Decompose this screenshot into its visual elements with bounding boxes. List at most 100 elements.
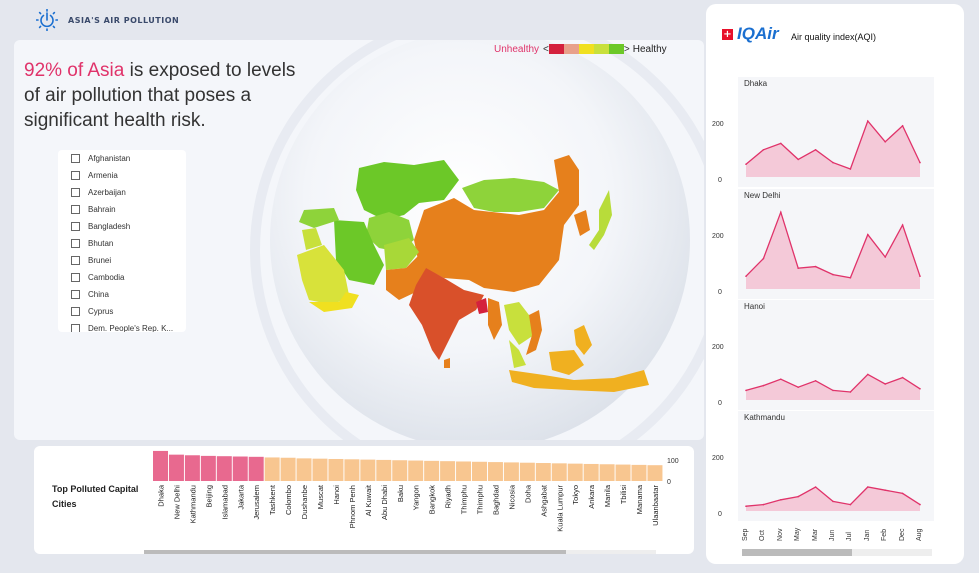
checkbox[interactable] [71, 171, 80, 180]
bar[interactable] [615, 464, 631, 481]
data-point[interactable] [814, 149, 817, 151]
data-point[interactable] [884, 256, 886, 258]
data-point[interactable] [814, 265, 817, 268]
country-item[interactable]: China [58, 286, 186, 303]
data-point[interactable] [867, 486, 869, 488]
data-point[interactable] [780, 142, 782, 145]
data-point[interactable] [832, 500, 834, 503]
checkbox[interactable] [71, 256, 80, 265]
bar[interactable] [392, 460, 408, 481]
asia-map[interactable] [14, 40, 704, 440]
country-item[interactable]: Bangladesh [58, 218, 186, 235]
data-point[interactable] [762, 384, 765, 387]
bar[interactable] [424, 460, 440, 481]
bar[interactable] [312, 458, 328, 481]
bar[interactable] [264, 457, 280, 481]
data-point[interactable] [814, 486, 817, 488]
country-item[interactable]: Dem. People's Rep. K... [58, 320, 186, 332]
data-point[interactable] [797, 495, 799, 498]
data-point[interactable] [884, 383, 886, 385]
scrollbar-thumb[interactable] [144, 550, 566, 554]
bar[interactable] [583, 463, 599, 481]
bar[interactable] [456, 461, 472, 481]
checkbox[interactable] [71, 188, 80, 197]
checkbox[interactable] [71, 307, 80, 316]
data-point[interactable] [797, 267, 799, 269]
data-point[interactable] [884, 141, 886, 143]
bar[interactable] [280, 457, 296, 481]
checkbox[interactable] [71, 324, 80, 332]
data-point[interactable] [901, 224, 904, 226]
country-filter-list[interactable]: Afghanistan Armenia Azerbaijan Bahrain B… [58, 150, 186, 332]
data-point[interactable] [762, 503, 765, 506]
country-item[interactable]: Azerbaijan [58, 184, 186, 201]
bar[interactable] [248, 456, 264, 481]
data-point[interactable] [745, 505, 747, 507]
data-point[interactable] [797, 158, 799, 161]
aqi-scrollbar[interactable] [742, 549, 932, 556]
bar[interactable] [232, 456, 248, 481]
data-point[interactable] [849, 277, 852, 279]
data-point[interactable] [832, 273, 834, 276]
bar[interactable] [376, 459, 392, 481]
data-point[interactable] [901, 125, 904, 127]
country-item[interactable]: Armenia [58, 167, 186, 184]
checkbox[interactable] [71, 273, 80, 282]
country-item[interactable]: Cyprus [58, 303, 186, 320]
bar[interactable] [296, 458, 312, 481]
bar[interactable] [519, 462, 535, 481]
data-point[interactable] [867, 373, 869, 376]
data-point[interactable] [797, 386, 799, 388]
data-point[interactable] [832, 389, 834, 392]
checkbox[interactable] [71, 239, 80, 248]
checkbox[interactable] [71, 205, 80, 214]
bar[interactable] [184, 455, 200, 481]
data-point[interactable] [814, 380, 817, 382]
checkbox[interactable] [71, 154, 80, 163]
country-item[interactable]: Afghanistan [58, 150, 186, 167]
data-point[interactable] [780, 378, 782, 380]
data-point[interactable] [884, 489, 886, 491]
bar[interactable] [344, 459, 360, 481]
data-point[interactable] [745, 275, 747, 277]
bar[interactable] [503, 462, 519, 481]
bar[interactable] [328, 458, 344, 481]
data-point[interactable] [762, 257, 765, 260]
country-item[interactable]: Bhutan [58, 235, 186, 252]
data-point[interactable] [762, 149, 765, 151]
bar[interactable] [535, 463, 551, 481]
data-point[interactable] [745, 389, 747, 392]
scrollbar-thumb[interactable] [742, 549, 852, 556]
country-item[interactable]: Bahrain [58, 201, 186, 218]
bar[interactable] [551, 463, 567, 481]
data-point[interactable] [832, 161, 834, 164]
bar[interactable] [153, 450, 168, 481]
checkbox[interactable] [71, 290, 80, 299]
data-point[interactable] [867, 120, 869, 122]
data-point[interactable] [780, 499, 782, 501]
bar[interactable] [408, 460, 424, 481]
data-point[interactable] [919, 275, 921, 277]
bar[interactable] [599, 464, 615, 481]
data-point[interactable] [919, 503, 921, 506]
bar[interactable] [168, 454, 184, 481]
bar[interactable] [472, 461, 487, 481]
data-point[interactable] [849, 503, 852, 506]
data-point[interactable] [919, 388, 921, 390]
data-point[interactable] [745, 163, 747, 165]
data-point[interactable] [780, 211, 782, 213]
bar[interactable] [216, 456, 232, 481]
bar[interactable] [487, 462, 503, 481]
bar[interactable] [567, 463, 583, 481]
bar[interactable] [440, 461, 456, 481]
bar[interactable] [631, 464, 647, 481]
data-point[interactable] [849, 391, 852, 393]
data-point[interactable] [901, 376, 904, 379]
bar[interactable] [360, 459, 376, 481]
bar[interactable] [647, 465, 663, 481]
country-item[interactable]: Brunei [58, 252, 186, 269]
checkbox[interactable] [71, 222, 80, 231]
data-point[interactable] [867, 233, 869, 236]
bar[interactable] [200, 455, 216, 481]
data-point[interactable] [849, 168, 852, 170]
